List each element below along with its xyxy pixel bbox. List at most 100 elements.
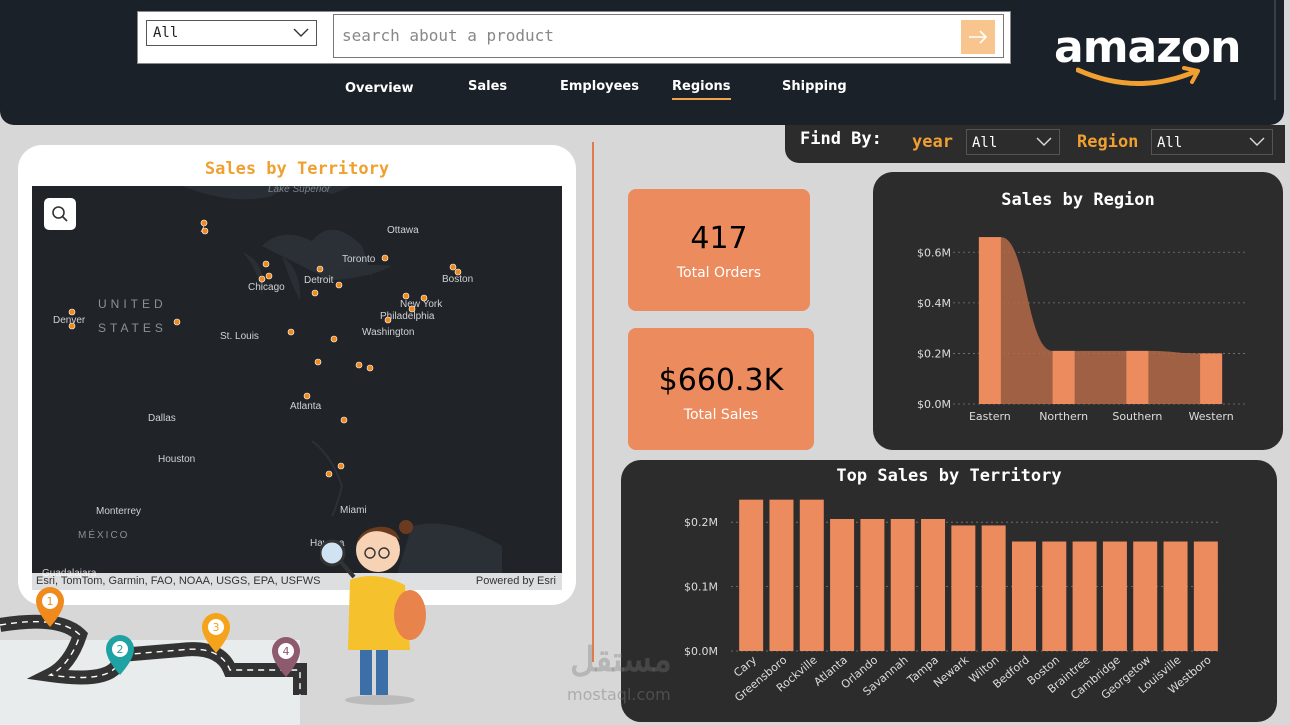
- y-tick-label: $0.1M: [684, 581, 718, 594]
- girl-with-magnifier-illustration: [320, 520, 426, 705]
- arrow-right-icon: [969, 30, 988, 44]
- map-label: Miami: [340, 505, 367, 516]
- territory-bar: [1072, 541, 1097, 651]
- chevron-down-icon: [293, 28, 309, 37]
- search-field[interactable]: [333, 14, 1004, 58]
- top-sales-by-territory-title: Top Sales by Territory: [836, 466, 1062, 486]
- map-attribution-esri[interactable]: Powered by Esri: [475, 575, 556, 587]
- map-pin-icon: 3: [202, 613, 230, 653]
- amazon-logo: amazon: [1054, 26, 1241, 86]
- search-submit-button[interactable]: [961, 20, 995, 54]
- territory-bar: [981, 525, 1006, 651]
- country-label: UNITED: [98, 297, 167, 311]
- watermark-url: mostaql.com: [567, 685, 671, 704]
- step-label: 1: [47, 595, 54, 608]
- map-label: Boston: [442, 274, 474, 285]
- search-input[interactable]: [340, 19, 944, 51]
- territory-bar: [951, 525, 976, 651]
- step-label: 2: [117, 643, 124, 656]
- map-label: Philadelphia: [380, 311, 435, 322]
- chevron-down-icon: [1249, 137, 1265, 146]
- tab-overview[interactable]: Overview: [345, 81, 414, 96]
- tab-shipping[interactable]: Shipping: [782, 79, 847, 94]
- tab-sales[interactable]: Sales: [468, 79, 508, 94]
- map-label: Toronto: [342, 254, 376, 265]
- tab-employees[interactable]: Employees: [560, 79, 639, 94]
- sales-by-region-chart[interactable]: $0.0M $0.2M $0.4M $0.6M Eastern Northern South…: [873, 172, 1283, 450]
- map-pin-icon: 4: [272, 637, 300, 677]
- total-sales-value: $660.3K: [658, 363, 784, 398]
- map-label: Denver: [53, 315, 86, 326]
- territory-bar: [1163, 541, 1188, 651]
- x-tick-label: Western: [1189, 410, 1234, 423]
- territory-bar: [1102, 541, 1127, 651]
- region-bar: [1200, 353, 1223, 404]
- region-bar: [1052, 350, 1075, 404]
- map-label: Chicago: [248, 282, 285, 293]
- region-bar: [1126, 350, 1149, 404]
- region-area-ribbon: [978, 237, 1223, 404]
- territory-bar: [830, 518, 855, 651]
- territory-bar: [1011, 541, 1036, 651]
- map-pin-icon: 1: [36, 587, 64, 627]
- vertical-divider: [592, 142, 594, 662]
- total-sales-label: Total Sales: [683, 407, 759, 423]
- top-bar: All Overview Sales Employees Regions Shi…: [0, 0, 1284, 125]
- find-by-label: Find By:: [800, 129, 882, 149]
- category-dropdown-value: All: [153, 25, 179, 41]
- region-dropdown-value: All: [1157, 135, 1183, 151]
- map-card-title: Sales by Territory: [204, 159, 390, 179]
- map-label: Monterrey: [96, 506, 142, 517]
- map-label: St. Louis: [220, 331, 259, 342]
- map-label: Lake Superior: [268, 186, 331, 195]
- region-bar: [978, 237, 1001, 404]
- country-label: MÉXICO: [78, 530, 130, 541]
- total-sales-card: $660.3K Total Sales: [628, 328, 814, 450]
- total-orders-label: Total Orders: [676, 265, 762, 281]
- chevron-down-icon: [1036, 137, 1052, 146]
- territory-map[interactable]: Lake Superior Ottawa Toronto Detroit Chi…: [32, 186, 562, 590]
- region-dropdown[interactable]: All: [1151, 129, 1273, 155]
- top-sales-by-territory-card: Top Sales by Territory $0.0M $0.1M $0.2M Ca…: [621, 460, 1277, 722]
- territory-bar: [1042, 541, 1067, 651]
- territory-bar: [860, 518, 885, 651]
- sales-by-territory-card: Sales by Territory Lake Superior Ottawa …: [18, 145, 576, 605]
- top-sales-by-territory-chart[interactable]: $0.0M$0.1M$0.2MCaryGreensboroRockvilleAt…: [621, 460, 1277, 722]
- map-attribution: Esri, TomTom, Garmin, FAO, NOAA, USGS, E…: [32, 573, 562, 590]
- year-dropdown[interactable]: All: [966, 129, 1060, 155]
- step-label: 3: [213, 621, 220, 634]
- search-icon: [52, 206, 68, 222]
- territory-bar: [1193, 541, 1218, 651]
- map-attribution-sources: Esri, TomTom, Garmin, FAO, NOAA, USGS, E…: [36, 575, 321, 587]
- watermark-arabic: مستقل: [570, 641, 672, 679]
- territory-bar: [769, 499, 794, 651]
- map-label: New York: [400, 299, 443, 310]
- divider: [1274, 0, 1276, 100]
- x-tick-label: Eastern: [969, 410, 1011, 423]
- total-orders-card: 417 Total Orders: [628, 189, 810, 311]
- x-tick-label: Southern: [1112, 410, 1162, 423]
- map-label: Washington: [362, 327, 415, 338]
- y-tick-label: $0.0M: [917, 398, 951, 411]
- territory-bar: [921, 518, 946, 651]
- x-tick-label: Newark: [931, 653, 972, 690]
- category-dropdown[interactable]: All: [146, 20, 317, 46]
- map-label: Houston: [158, 454, 196, 465]
- sales-by-region-card: Sales by Region $0.0M $0.2M $0.4M $0.6M East…: [873, 172, 1283, 450]
- y-tick-label: $0.0M: [684, 645, 718, 658]
- year-dropdown-value: All: [972, 135, 998, 151]
- region-filter-label: Region: [1077, 132, 1139, 152]
- total-orders-value: 417: [690, 221, 748, 256]
- x-tick-label: Northern: [1039, 410, 1088, 423]
- year-filter-label: year: [912, 132, 953, 152]
- map-label: Dallas: [148, 413, 176, 424]
- country-label: STATES: [98, 321, 167, 335]
- find-by-filter-bar: Find By: year All Region All: [785, 125, 1285, 163]
- territory-bar: [799, 499, 824, 651]
- tab-regions[interactable]: Regions: [672, 79, 731, 100]
- sales-by-region-title: Sales by Region: [1001, 190, 1155, 210]
- map-search-button[interactable]: [44, 198, 76, 230]
- y-tick-label: $0.4M: [917, 297, 951, 310]
- step-label: 4: [283, 645, 290, 658]
- smile-arrow-icon: [1076, 66, 1200, 86]
